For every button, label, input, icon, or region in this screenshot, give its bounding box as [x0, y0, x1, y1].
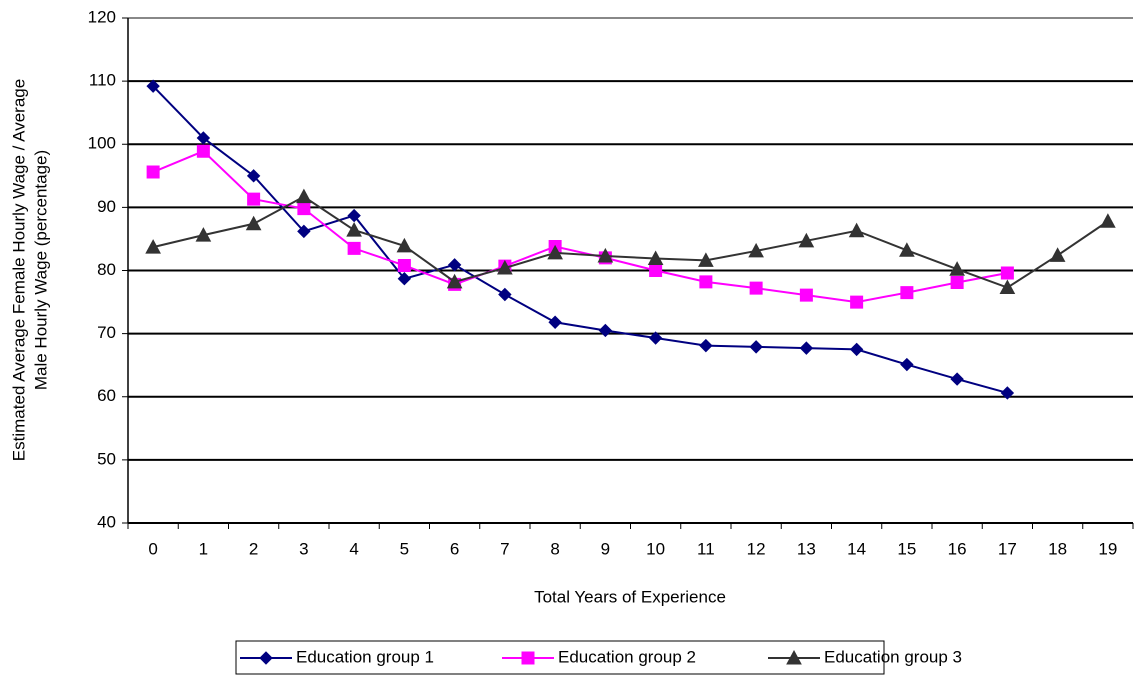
y-axis-label-line: Male Hourly Wage (percentage) [31, 150, 50, 390]
y-axis-label: Estimated Average Female Hourly Wage / A… [9, 79, 50, 461]
marker [195, 227, 212, 242]
marker [547, 244, 563, 260]
marker [246, 169, 261, 183]
marker [999, 279, 1016, 295]
marker [900, 286, 914, 300]
marker [648, 331, 663, 345]
marker [297, 224, 311, 239]
x-tick-label: 5 [400, 539, 409, 558]
marker [1100, 213, 1116, 228]
marker [699, 275, 713, 289]
marker [949, 261, 965, 276]
marker [798, 232, 815, 248]
x-tick-label: 13 [797, 539, 816, 558]
x-tick-label: 17 [998, 539, 1017, 558]
x-tick-label: 3 [299, 539, 308, 558]
marker [146, 79, 160, 93]
marker [597, 247, 614, 263]
marker [196, 131, 211, 145]
legend-item: Education group 1 [240, 647, 434, 666]
marker [196, 144, 210, 158]
marker [145, 239, 161, 254]
y-tick-label: 70 [97, 323, 116, 342]
marker [447, 258, 462, 272]
marker [397, 258, 411, 272]
x-tick-label: 18 [1048, 539, 1067, 558]
marker [146, 165, 160, 179]
marker [397, 271, 412, 286]
x-tick-label: 1 [199, 539, 208, 558]
y-axis-label-line: Estimated Average Female Hourly Wage / A… [9, 79, 28, 461]
x-tick-label: 16 [948, 539, 967, 558]
y-tick-label: 120 [88, 7, 116, 26]
marker [748, 242, 764, 258]
y-tick-label: 80 [97, 260, 116, 279]
marker [347, 208, 361, 223]
x-tick-label: 10 [646, 539, 665, 558]
y-tick-label: 40 [97, 512, 116, 531]
marker [899, 242, 915, 257]
marker [749, 281, 763, 295]
series-line [152, 195, 1109, 289]
marker [649, 264, 663, 277]
y-tick-label: 60 [97, 386, 116, 405]
x-tick-label: 4 [349, 539, 358, 558]
marker [799, 341, 814, 355]
marker [786, 649, 802, 665]
x-tick-label: 8 [550, 539, 559, 558]
marker [247, 192, 261, 206]
y-tick-label: 50 [97, 449, 116, 468]
marker [848, 222, 865, 238]
marker [297, 202, 311, 216]
marker [850, 295, 864, 309]
x-tick-label: 12 [747, 539, 766, 558]
marker [647, 250, 664, 266]
marker [799, 288, 813, 302]
marker [521, 651, 535, 665]
marker [849, 342, 864, 357]
marker [950, 372, 964, 386]
x-tick-label: 15 [897, 539, 916, 558]
x-tick-label: 6 [450, 539, 459, 558]
x-tick-label: 7 [500, 539, 509, 558]
x-tick-label: 9 [601, 539, 610, 558]
marker [259, 651, 273, 665]
legend-item: Education group 2 [502, 647, 696, 666]
marker [598, 323, 613, 338]
x-tick-label: 2 [249, 539, 258, 558]
legend-label: Education group 3 [824, 647, 962, 666]
marker [245, 215, 262, 231]
legend-label: Education group 1 [296, 647, 434, 666]
marker [950, 275, 964, 289]
marker [1000, 266, 1014, 280]
marker [1049, 247, 1066, 262]
x-tick-label: 0 [148, 539, 157, 558]
x-tick-label: 19 [1098, 539, 1117, 558]
y-tick-label: 110 [89, 71, 116, 90]
y-tick-label: 100 [88, 134, 116, 153]
marker [900, 357, 914, 372]
marker [296, 188, 312, 204]
marker [698, 252, 714, 267]
marker [396, 237, 413, 253]
marker [497, 259, 513, 275]
legend-label: Education group 2 [558, 647, 696, 666]
marker [498, 287, 512, 302]
marker [346, 222, 362, 237]
legend-item: Education group 3 [768, 647, 962, 666]
x-tick-label: 11 [697, 539, 715, 558]
marker [446, 273, 463, 289]
series-line [152, 150, 1008, 304]
marker [548, 315, 562, 329]
marker [1000, 386, 1015, 400]
series-line [152, 85, 1008, 394]
marker [347, 241, 361, 255]
y-tick-label: 90 [97, 197, 116, 216]
marker [749, 340, 763, 354]
marker [699, 338, 713, 353]
x-axis-label: Total Years of Experience [534, 587, 726, 606]
x-tick-label: 14 [847, 539, 866, 558]
